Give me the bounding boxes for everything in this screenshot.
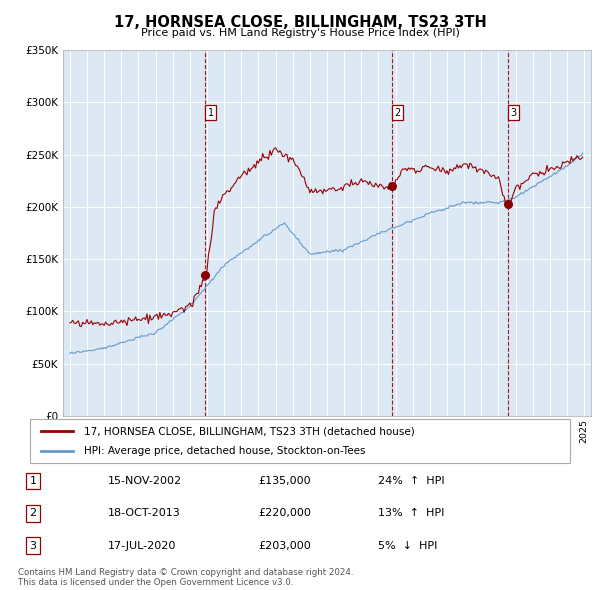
Text: £203,000: £203,000: [258, 541, 311, 550]
Text: 17-JUL-2020: 17-JUL-2020: [108, 541, 176, 550]
Text: Price paid vs. HM Land Registry's House Price Index (HPI): Price paid vs. HM Land Registry's House …: [140, 28, 460, 38]
Text: 17, HORNSEA CLOSE, BILLINGHAM, TS23 3TH: 17, HORNSEA CLOSE, BILLINGHAM, TS23 3TH: [113, 15, 487, 30]
Text: 1: 1: [29, 476, 37, 486]
Text: 2: 2: [29, 509, 37, 518]
Text: 24%  ↑  HPI: 24% ↑ HPI: [378, 476, 445, 486]
Text: 13%  ↑  HPI: 13% ↑ HPI: [378, 509, 445, 518]
Text: £135,000: £135,000: [258, 476, 311, 486]
Text: 1: 1: [208, 108, 214, 118]
Text: 3: 3: [510, 108, 517, 118]
Text: £220,000: £220,000: [258, 509, 311, 518]
Text: 5%  ↓  HPI: 5% ↓ HPI: [378, 541, 437, 550]
Text: HPI: Average price, detached house, Stockton-on-Tees: HPI: Average price, detached house, Stoc…: [84, 446, 365, 455]
Text: Contains HM Land Registry data © Crown copyright and database right 2024.
This d: Contains HM Land Registry data © Crown c…: [18, 568, 353, 587]
FancyBboxPatch shape: [30, 419, 570, 463]
Text: 15-NOV-2002: 15-NOV-2002: [108, 476, 182, 486]
Text: 17, HORNSEA CLOSE, BILLINGHAM, TS23 3TH (detached house): 17, HORNSEA CLOSE, BILLINGHAM, TS23 3TH …: [84, 427, 415, 436]
Text: 18-OCT-2013: 18-OCT-2013: [108, 509, 181, 518]
Text: 2: 2: [395, 108, 401, 118]
Text: 3: 3: [29, 541, 37, 550]
